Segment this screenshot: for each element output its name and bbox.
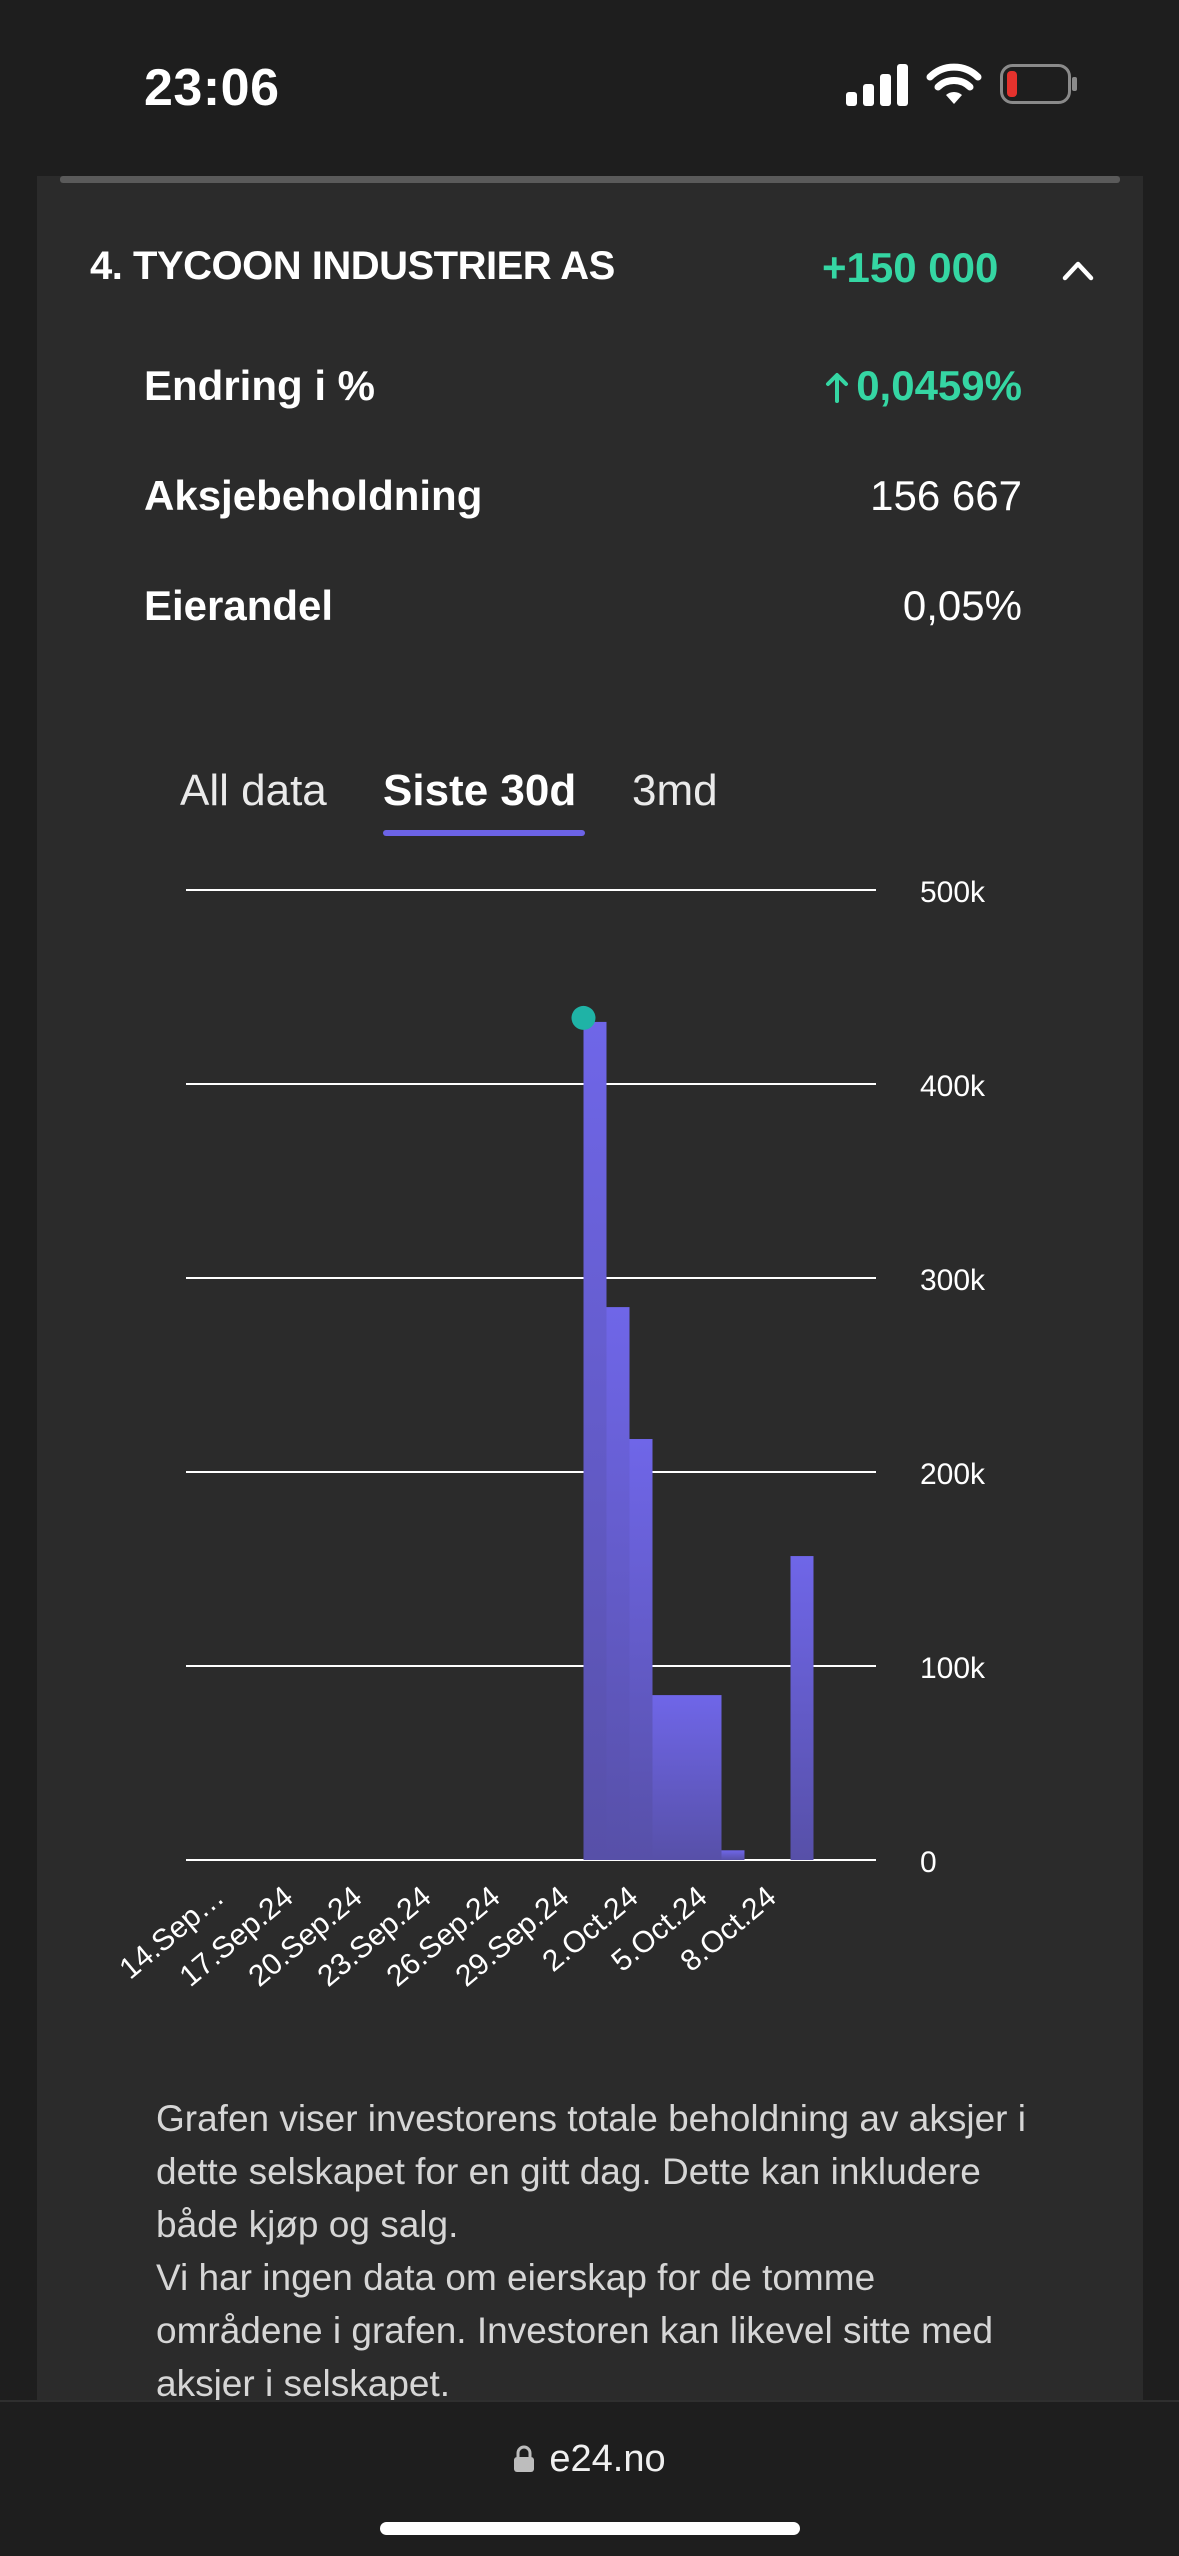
chart-bar[interactable]	[606, 1307, 630, 1860]
shareholding-label: Aksjebeholdning	[144, 472, 483, 519]
y-tick-label: 100k	[920, 1652, 986, 1685]
battery-low-icon	[1000, 64, 1077, 104]
arrow-up-icon	[826, 373, 849, 403]
clock: 23:06	[144, 59, 280, 117]
chart-bar[interactable]	[675, 1695, 699, 1860]
change-absolute: +150 000	[822, 244, 999, 291]
active-tab-indicator	[383, 830, 585, 836]
change-percent-text: 0,0459%	[856, 362, 1022, 409]
change-percent-value: 0,0459%	[824, 362, 1022, 410]
url-text: e24.no	[549, 2438, 666, 2480]
chart-bar[interactable]	[790, 1556, 814, 1860]
url-bar[interactable]: e24.no	[0, 2438, 1179, 2481]
y-tick-label: 0	[920, 1846, 937, 1879]
browser-bottom-bar: e24.no	[0, 2400, 1179, 2556]
y-tick-label: 500k	[920, 876, 986, 909]
y-tick-label: 200k	[920, 1458, 986, 1491]
wifi-icon	[926, 63, 982, 104]
company-title[interactable]: 4. TYCOON INDUSTRIER AS	[90, 244, 615, 288]
y-tick-label: 300k	[920, 1264, 986, 1297]
status-icons	[846, 62, 1079, 110]
chart-bar[interactable]	[652, 1695, 676, 1860]
home-indicator[interactable]	[380, 2522, 800, 2535]
description-paragraph-2: Vi har ingen data om eierskap for de tom…	[156, 2257, 994, 2404]
lock-icon	[514, 2445, 535, 2472]
selected-point[interactable]	[571, 1005, 596, 1030]
chart-bar[interactable]	[629, 1439, 653, 1860]
shareholding-value: 156 667	[870, 472, 1022, 519]
cellular-signal-icon	[846, 62, 908, 106]
tab-3-months[interactable]: 3md	[632, 766, 718, 815]
chart-bar[interactable]	[583, 1021, 607, 1860]
chart-bar[interactable]	[721, 1850, 745, 1860]
tab-all-data[interactable]: All data	[180, 766, 327, 815]
chart-bar[interactable]	[698, 1695, 722, 1860]
status-bar: 23:06	[0, 0, 1179, 170]
divider	[60, 176, 1120, 183]
chart-description: Grafen viser investorens totale beholdni…	[156, 2092, 1036, 2410]
tab-last-30d[interactable]: Siste 30d	[383, 766, 577, 815]
ownership-label: Eierandel	[144, 582, 334, 629]
change-percent-label: Endring i %	[144, 362, 375, 409]
y-tick-label: 400k	[920, 1070, 986, 1103]
description-paragraph-1: Grafen viser investorens totale beholdni…	[156, 2098, 1026, 2245]
ownership-value: 0,05%	[902, 582, 1022, 629]
chevron-up-icon[interactable]	[1062, 258, 1094, 282]
